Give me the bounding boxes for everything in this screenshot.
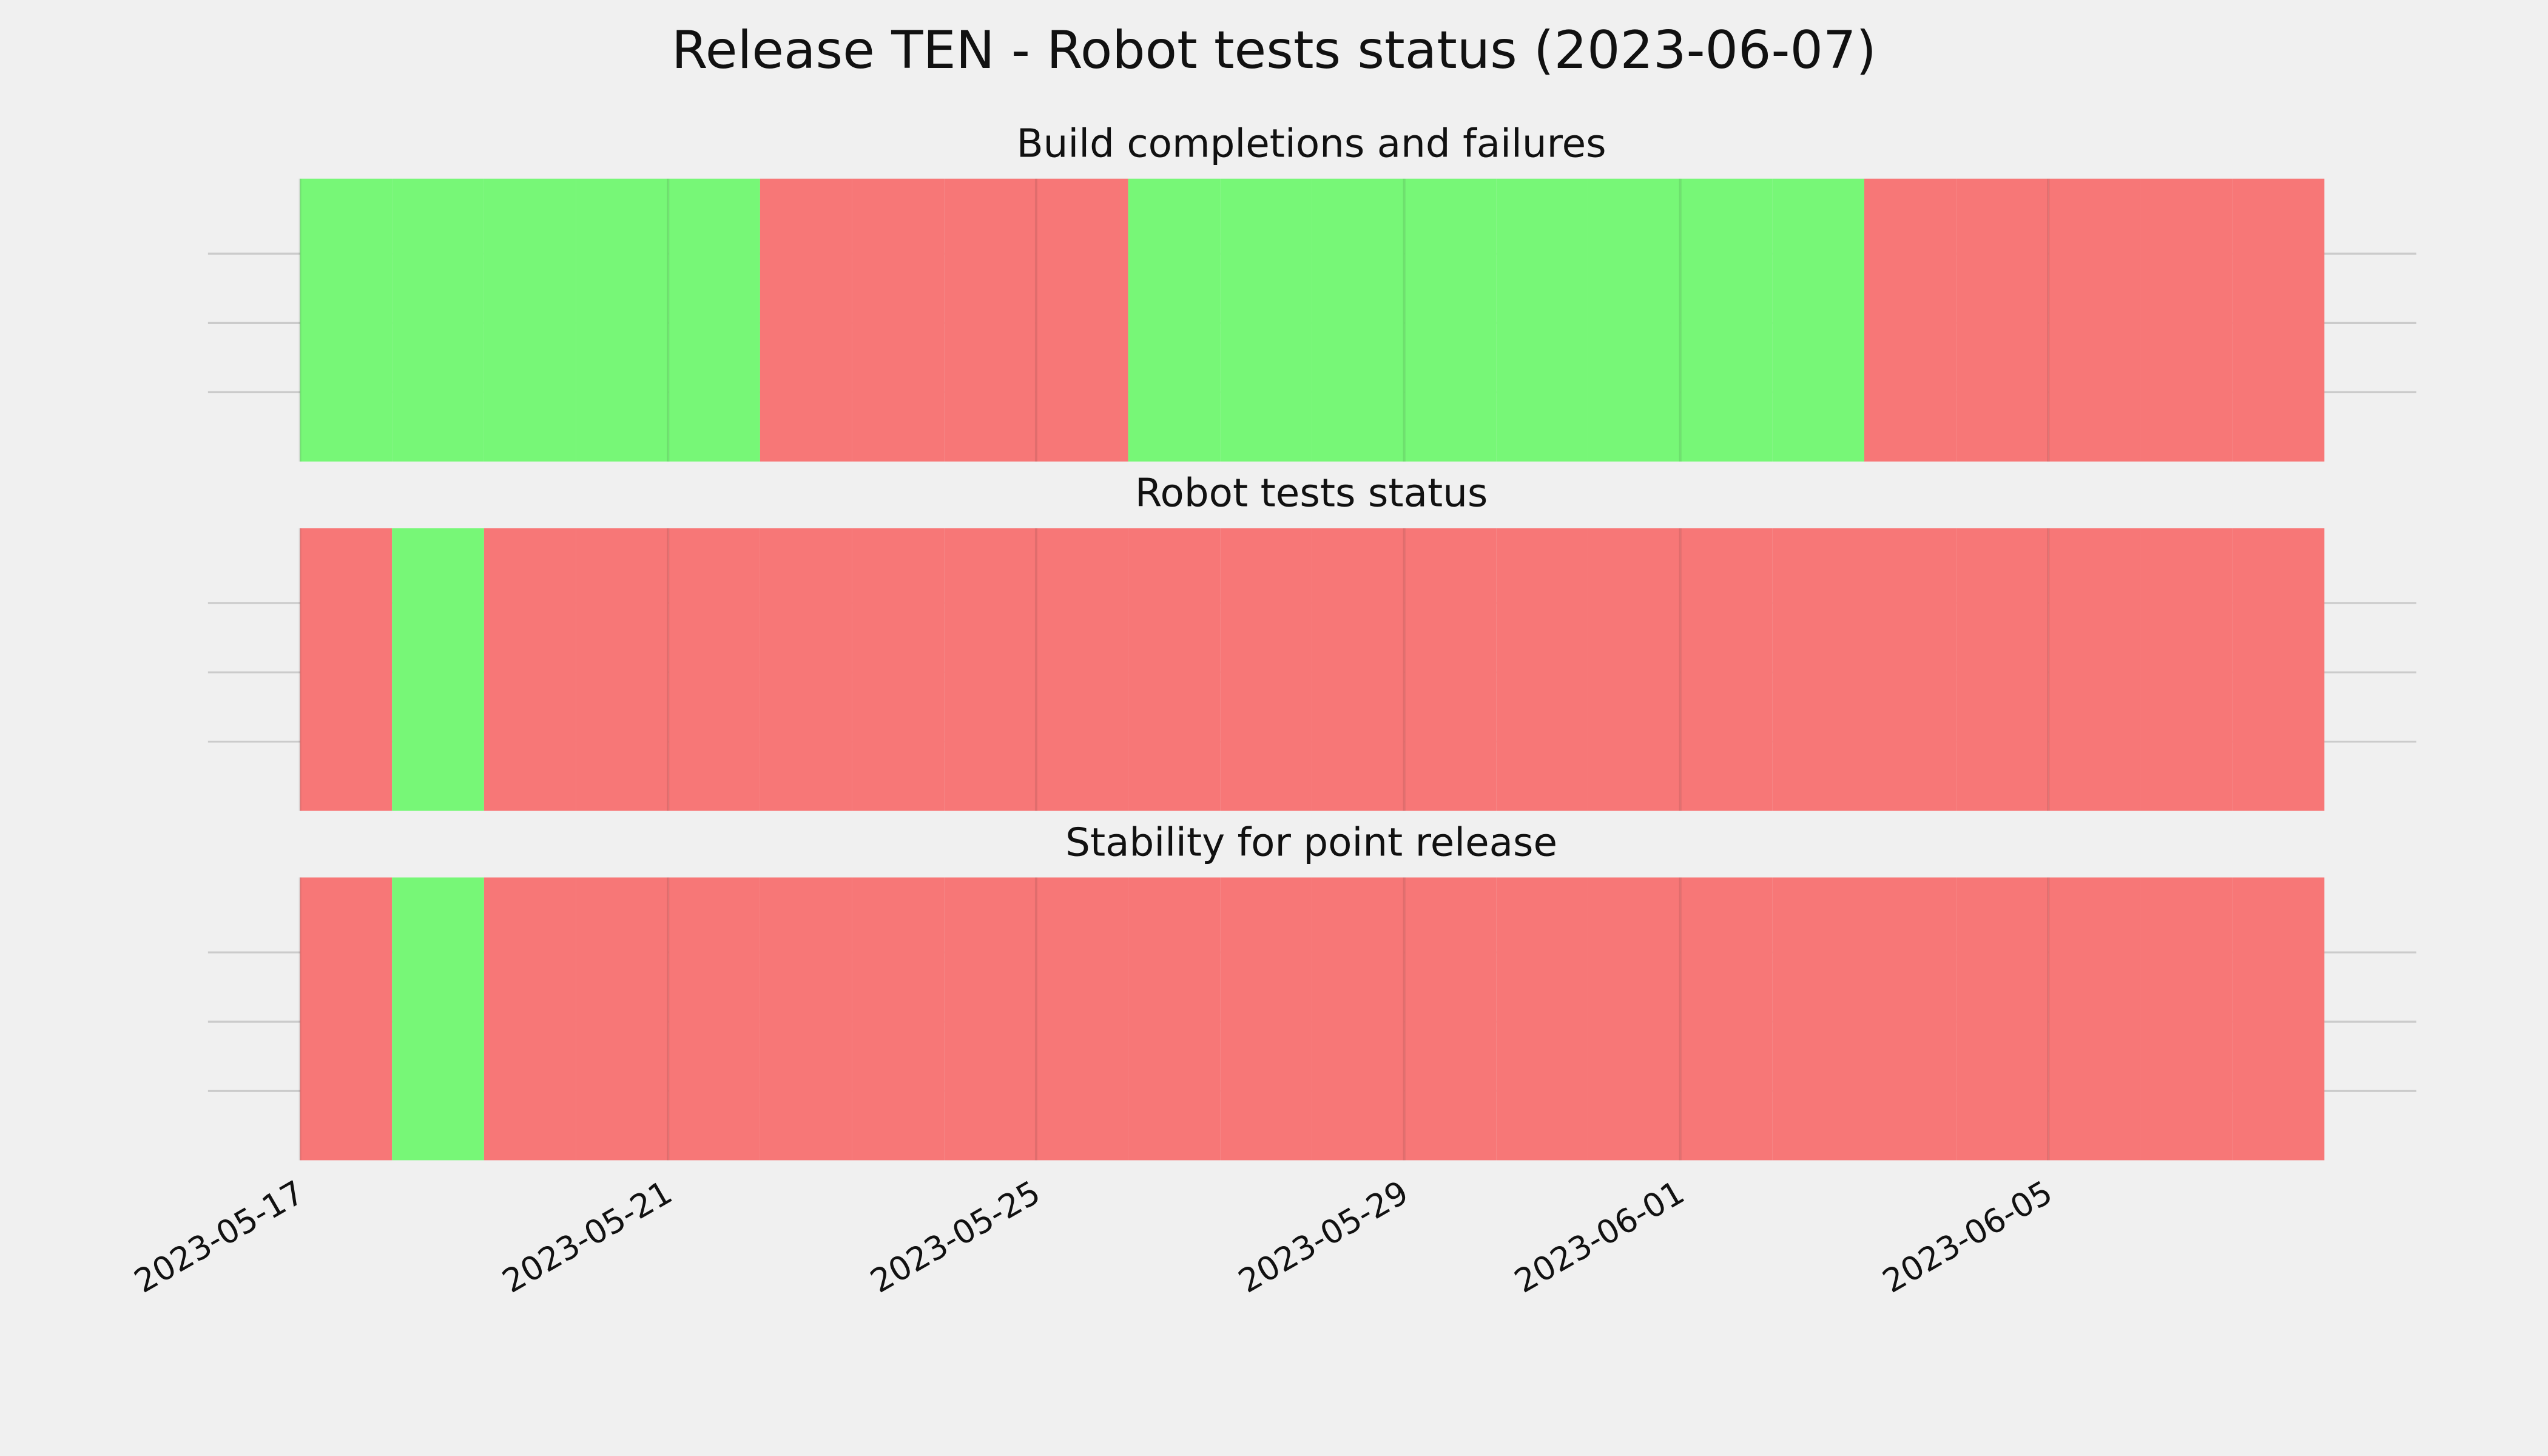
status-bar [852,877,945,1161]
status-bar [1220,528,1312,811]
status-bar [1496,528,1588,811]
status-bar [2140,178,2233,462]
status-bar [668,877,760,1161]
status-bar [1128,178,1221,462]
status-bar [1680,178,1773,462]
status-bar [1496,877,1588,1161]
status-bar [1404,877,1497,1161]
status-bar [760,178,852,462]
status-bar [944,877,1036,1161]
status-bar [1312,178,1404,462]
status-bar [1128,877,1221,1161]
status-bar [1312,528,1404,811]
status-bar [1680,528,1773,811]
status-bar [484,877,576,1161]
status-bar [2232,528,2325,811]
status-bar [2232,178,2325,462]
status-bar [1680,877,1773,1161]
status-bar [1956,528,2049,811]
status-bar [1404,178,1497,462]
status-bar [944,178,1036,462]
status-bar [2048,178,2141,462]
status-bar [392,528,484,811]
status-bar [668,528,760,811]
status-bar [1772,877,1864,1161]
status-bar [576,178,669,462]
status-bar [760,528,852,811]
status-bar [576,528,669,811]
status-bar [1312,877,1404,1161]
status-bar [2140,528,2233,811]
status-bar [1864,877,1956,1161]
status-bar [1588,877,1680,1161]
status-bar [1864,178,1956,462]
status-bar [1588,178,1680,462]
panel-title: Robot tests status [1135,471,1488,516]
status-bar [1772,528,1864,811]
status-bar [668,178,760,462]
status-bar [852,178,945,462]
status-bar [1128,528,1221,811]
panel-title: Stability for point release [1065,820,1557,865]
status-bar [1036,877,1128,1161]
status-bar [576,877,669,1161]
status-bar [2232,877,2325,1161]
status-bar [300,178,393,462]
status-bar [1956,178,2049,462]
status-bar [484,178,576,462]
status-bar [1956,877,2049,1161]
status-bar [300,877,393,1161]
status-bar [300,528,393,811]
chart-title: Release TEN - Robot tests status (2023-0… [672,20,1876,81]
status-bar [1220,178,1312,462]
status-bar [2048,528,2141,811]
status-bar [1864,528,1956,811]
status-bar [1036,528,1128,811]
status-bar [944,528,1036,811]
status-bar [1588,528,1680,811]
status-bar [392,877,484,1161]
status-bar [1036,178,1128,462]
panel-title: Build completions and failures [1017,121,1606,167]
status-bar [1496,178,1588,462]
status-bar [392,178,484,462]
status-bar [1220,877,1312,1161]
status-bar [760,877,852,1161]
status-bar [484,528,576,811]
status-bar [2048,877,2141,1161]
status-bar [1404,528,1497,811]
status-bar [2140,877,2233,1161]
status-bar [852,528,945,811]
status-bar [1772,178,1864,462]
